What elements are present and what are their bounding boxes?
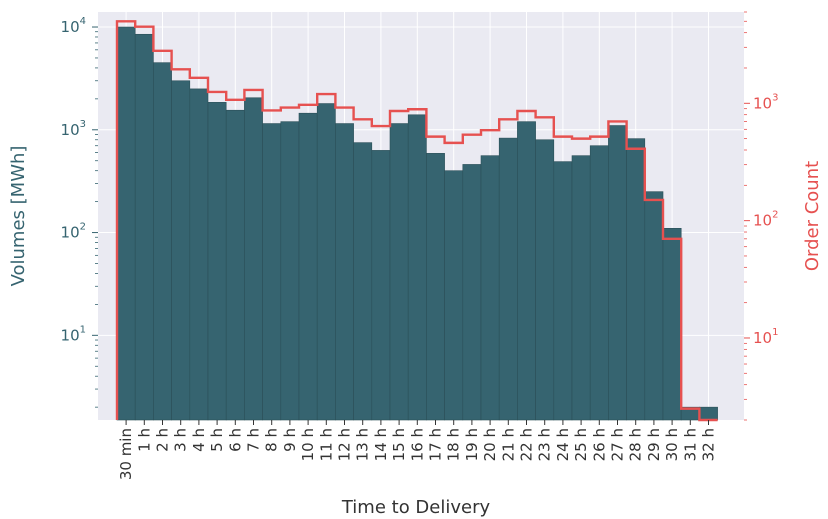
tick-label: 101 [753, 327, 778, 347]
volume-bar [426, 153, 445, 421]
y-axis-right: 101 102 103 [744, 11, 778, 421]
x-axis-title: Time to Delivery [341, 497, 491, 518]
volume-bar [444, 170, 464, 421]
volume-bar [262, 123, 282, 421]
x-tick-label: 30 min [117, 428, 135, 480]
x-tick-label: 14 h [372, 428, 390, 461]
x-tick-label: 10 h [299, 428, 317, 461]
x-tick-label: 2 h [154, 428, 172, 452]
volume-bar [553, 161, 573, 421]
tick-label: 102 [61, 222, 86, 242]
x-tick-label: 19 h [463, 428, 481, 461]
x-tick-label: 27 h [609, 428, 627, 461]
x-tick-label: 15 h [390, 428, 408, 461]
y-axis-left-title: Volumes [MWh] [8, 146, 29, 287]
volume-bar [371, 150, 391, 421]
x-tick-label: 29 h [645, 428, 663, 461]
x-tick-label: 24 h [554, 428, 572, 461]
x-tick-label: 13 h [354, 428, 372, 461]
volume-bar [207, 102, 227, 421]
volume-bar [225, 109, 245, 421]
x-tick-label: 23 h [536, 428, 554, 461]
volume-bar [389, 123, 409, 421]
volume-bar [153, 62, 172, 421]
x-tick-label: 32 h [700, 428, 718, 461]
volume-bar [699, 406, 718, 421]
x-tick-label: 20 h [481, 428, 499, 461]
volume-bar [608, 125, 627, 421]
x-tick-label: 21 h [499, 428, 517, 461]
volume-bars [116, 26, 718, 421]
volume-bar [134, 33, 154, 421]
y-axis-left: 101 102 103 104 [61, 16, 98, 408]
x-tick-label: 3 h [172, 428, 190, 452]
tick-label: 101 [61, 324, 86, 344]
volume-bar [189, 88, 209, 421]
volume-bar [644, 191, 664, 421]
volume-bar [498, 137, 518, 421]
x-tick-label: 5 h [208, 428, 226, 452]
tick-label: 102 [753, 210, 778, 230]
x-tick-label: 26 h [590, 428, 608, 461]
volume-bar [535, 139, 555, 421]
volume-bar [353, 142, 373, 421]
volume-bar [589, 145, 609, 421]
volume-bar [298, 112, 318, 421]
y-axis-right-title: Order Count [802, 161, 823, 271]
x-tick-label: 25 h [572, 428, 590, 461]
volume-bar [407, 114, 427, 421]
tick-label: 103 [61, 119, 86, 139]
x-tick-label: 8 h [263, 428, 281, 452]
x-tick-label: 11 h [317, 428, 335, 461]
tick-label: 104 [61, 16, 86, 36]
volume-bar [480, 155, 500, 421]
volume-bar [116, 26, 136, 421]
volume-bar [517, 121, 536, 421]
x-tick-label: 4 h [190, 428, 208, 452]
x-tick-label: 31 h [681, 428, 699, 461]
x-tick-label: 12 h [336, 428, 354, 461]
x-tick-label: 6 h [226, 428, 244, 452]
x-tick-label: 9 h [281, 428, 299, 452]
x-tick-label: 16 h [408, 428, 426, 461]
order-count-step-line [115, 20, 718, 422]
volume-bar [171, 80, 191, 421]
volume-bar [571, 155, 591, 421]
x-tick-label: 7 h [245, 428, 263, 452]
volume-bar [626, 138, 646, 421]
x-tick-label: 28 h [627, 428, 645, 461]
volume-bar [662, 228, 682, 421]
volume-bar [335, 123, 354, 421]
x-tick-label: 18 h [445, 428, 463, 461]
volume-bar [316, 103, 336, 421]
volume-bar [280, 121, 300, 421]
x-tick-label: 30 h [663, 428, 681, 461]
tick-label: 103 [753, 92, 778, 112]
x-tick-label: 1 h [135, 428, 153, 452]
x-tick-label: 22 h [518, 428, 536, 461]
volume-bar [244, 97, 263, 421]
x-tick-label: 17 h [427, 428, 445, 461]
volume-bar [462, 164, 482, 421]
